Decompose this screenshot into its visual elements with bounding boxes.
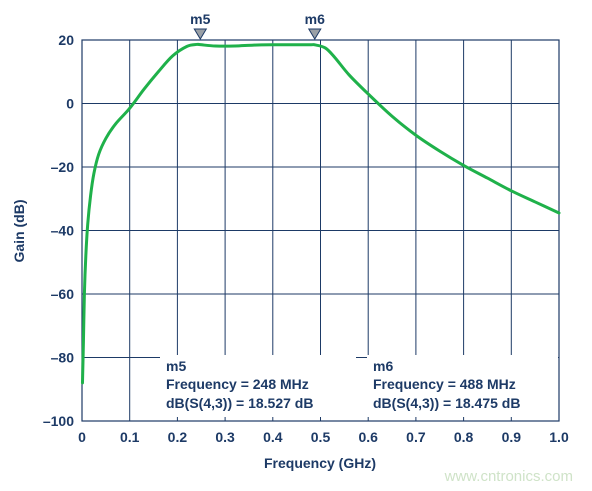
m6-annotation-name: m6	[373, 358, 393, 374]
m5-annotation-name: m5	[166, 358, 186, 374]
m5-marker-label: m5	[190, 11, 210, 27]
m6-annotation-value: dB(S(4,3)) = 18.475 dB	[373, 395, 520, 411]
watermark-text: www.cntronics.com	[444, 468, 573, 485]
x-tick-labels: 0 0.1 0.2 0.3 0.4 0.5 0.6 0.7 0.8 0.9 1.0	[78, 429, 569, 445]
m5-annotation-value: dB(S(4,3)) = 18.527 dB	[166, 395, 313, 411]
x-tick-label: 0.8	[454, 429, 474, 445]
m5-annotation-frequency: Frequency = 248 MHz	[166, 376, 309, 392]
y-tick-label: –20	[51, 159, 75, 175]
y-tick-label: –60	[51, 286, 75, 302]
plot-frame	[81, 39, 560, 422]
x-tick-label: 0	[78, 429, 86, 445]
m6-annotation-frequency: Frequency = 488 MHz	[373, 376, 516, 392]
m5-annotation-box	[160, 355, 356, 417]
markers: m5 m6	[190, 11, 325, 40]
y-axis-title: Gain (dB)	[11, 200, 27, 263]
x-tick-label: 0.4	[263, 429, 283, 445]
x-axis-title: Frequency (GHz)	[264, 455, 376, 471]
x-tick-label: 0.7	[406, 429, 426, 445]
y-tick-label: –40	[51, 223, 75, 239]
x-tick-label: 0.6	[358, 429, 378, 445]
x-tick-label: 1.0	[549, 429, 569, 445]
annotation-boxes	[160, 355, 558, 417]
x-tick-label: 0.5	[311, 429, 331, 445]
m6-marker-label: m6	[305, 11, 325, 27]
gain-curve	[80, 42, 561, 385]
m6-annotation-box	[367, 355, 558, 417]
y-tick-labels: 20 0 –20 –40 –60 –80 –100	[43, 32, 74, 429]
y-tick-label: 0	[66, 96, 74, 112]
y-tick-label: 20	[58, 32, 74, 48]
m5-marker-triangle	[193, 28, 208, 40]
x-tick-label: 0.1	[120, 429, 140, 445]
x-tick-label: 0.3	[215, 429, 235, 445]
x-tick-label: 0.2	[168, 429, 188, 445]
x-tick-label: 0.9	[502, 429, 522, 445]
m6-marker-triangle	[307, 28, 322, 40]
y-tick-label: –80	[51, 350, 75, 366]
y-tick-label: –100	[43, 413, 74, 429]
